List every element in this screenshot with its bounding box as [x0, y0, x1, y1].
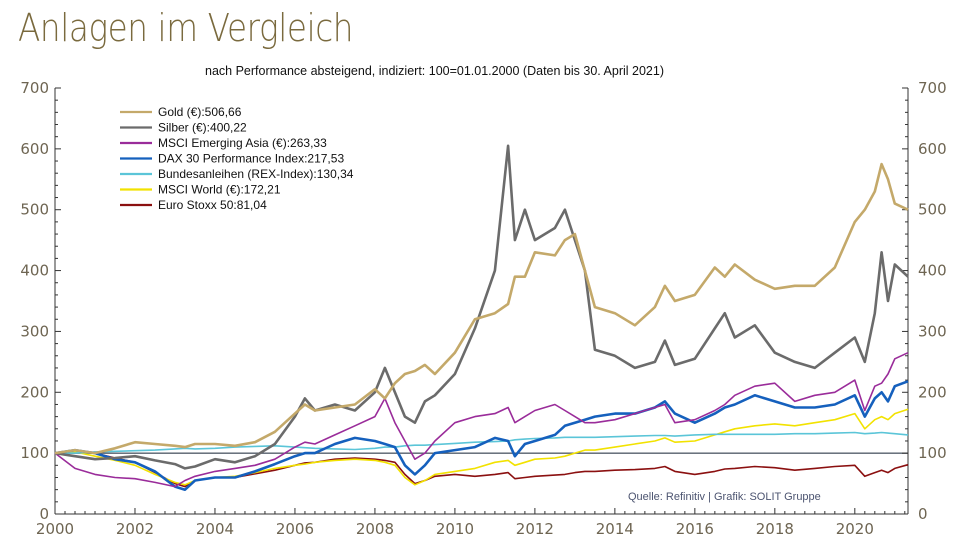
page-title: Anlagen im Vergleich — [18, 6, 354, 50]
series-line-gold — [54, 162, 909, 455]
y-tick-label-right: 300 — [918, 322, 947, 340]
x-tick-label: 2004 — [196, 520, 234, 538]
y-tick-label-right: 500 — [918, 201, 947, 219]
series-line-silber — [54, 144, 909, 470]
y-tick-label-left: 0 — [39, 505, 49, 523]
x-tick-label: 2010 — [436, 520, 474, 538]
y-tick-label-right: 0 — [918, 505, 928, 523]
y-tick-label-right: 700 — [918, 79, 947, 97]
legend-label: MSCI Emerging Asia (€):263,33 — [158, 136, 327, 150]
x-tick-label: 2016 — [676, 520, 714, 538]
x-tick-label: 2002 — [116, 520, 154, 538]
y-tick-label-right: 600 — [918, 140, 947, 158]
series-line-dax-30-performance-index — [54, 380, 909, 492]
y-tick-label-left: 100 — [20, 444, 49, 462]
y-tick-label-left: 400 — [20, 262, 49, 280]
x-tick-label: 2008 — [356, 520, 394, 538]
legend-label: Bundesanleihen (REX-Index):130,34 — [158, 167, 354, 181]
x-tick-label: 2018 — [756, 520, 794, 538]
x-tick-label: 2014 — [596, 520, 634, 538]
y-tick-label-left: 600 — [20, 140, 49, 158]
y-tick-label-left: 500 — [20, 201, 49, 219]
legend-label: Gold (€):506,66 — [158, 105, 242, 119]
x-tick-label: 2012 — [516, 520, 554, 538]
y-tick-label-left: 300 — [20, 322, 49, 340]
source-note: Quelle: Refinitiv | Grafik: SOLIT Gruppe — [628, 491, 821, 503]
series-line-msci-emerging-asia — [54, 351, 909, 488]
legend-label: Silber (€):400,22 — [158, 121, 247, 135]
y-tick-label-left: 700 — [20, 79, 49, 97]
series-lines — [54, 144, 909, 492]
series-line-bundesanleihen-rex-index — [55, 431, 909, 454]
legend-label: DAX 30 Performance Index:217,53 — [158, 152, 344, 166]
x-tick-label: 2006 — [276, 520, 314, 538]
x-tick-label: 2000 — [36, 520, 74, 538]
legend-label: MSCI World (€):172,21 — [158, 183, 281, 197]
y-tick-label-right: 400 — [918, 262, 947, 280]
y-tick-label-left: 200 — [20, 383, 49, 401]
y-tick-label-right: 200 — [918, 383, 947, 401]
axes: 0 0 100 100 200 200 300 300 400 400 500 500 600 600 70… — [20, 79, 946, 538]
x-tick-label: 2020 — [836, 520, 874, 538]
legend-label: Euro Stoxx 50:81,04 — [158, 198, 267, 212]
chart-subtitle: nach Performance absteigend, indiziert: … — [205, 64, 664, 78]
y-tick-label-right: 100 — [918, 444, 947, 462]
